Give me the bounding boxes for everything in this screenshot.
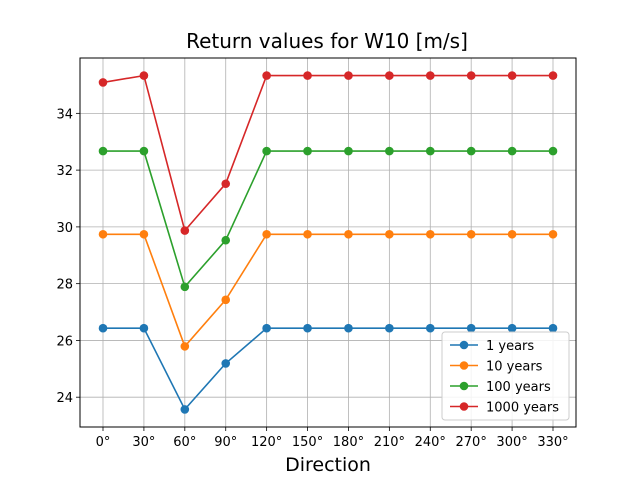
- data-point: [548, 71, 558, 80]
- y-tick-label: 24: [56, 391, 73, 406]
- data-point: [425, 229, 435, 239]
- legend-label: 1 years: [486, 339, 534, 354]
- data-point: [139, 323, 149, 333]
- data-point: [507, 229, 517, 239]
- x-tick-label: 300°: [496, 435, 527, 450]
- x-tick-label: 210°: [374, 435, 405, 450]
- series-100-years: [98, 146, 558, 292]
- data-point: [385, 71, 394, 80]
- legend: 1 years 10 years 100 years 1000 years: [441, 331, 570, 421]
- legend-swatch-marker: [459, 402, 469, 411]
- x-tick-label: 90°: [214, 435, 237, 450]
- chart-title: Return values for W10 [m/s]: [186, 29, 468, 53]
- series-group: [98, 71, 558, 414]
- data-point: [262, 146, 271, 156]
- data-point: [98, 78, 108, 87]
- data-point: [466, 146, 476, 156]
- data-point: [221, 179, 231, 189]
- data-point: [507, 71, 517, 80]
- data-point: [180, 226, 190, 235]
- axis-ticks: 0° 30° 60° 90° 120° 150° 180° 210° 240° 270° 300° 3…: [56, 107, 568, 450]
- legend-label: 100 years: [486, 380, 551, 395]
- legend-label: 1000 years: [486, 401, 559, 416]
- data-point: [425, 71, 435, 80]
- legend-label: 10 years: [486, 360, 543, 375]
- x-tick-label: 150°: [292, 435, 323, 450]
- data-point: [180, 405, 190, 414]
- data-point: [180, 342, 190, 351]
- data-point: [507, 146, 517, 156]
- data-point: [507, 323, 517, 333]
- y-tick-label: 26: [56, 334, 73, 349]
- x-tick-label: 120°: [251, 435, 282, 450]
- data-point: [98, 323, 108, 333]
- data-point: [344, 229, 353, 239]
- legend-swatch-marker: [459, 361, 469, 370]
- legend-swatch-marker: [459, 340, 469, 350]
- data-point: [303, 71, 312, 80]
- data-point: [385, 229, 394, 239]
- series-1-years: [98, 323, 558, 414]
- x-tick-label: 180°: [333, 435, 364, 450]
- data-point: [425, 323, 435, 333]
- series-line: [103, 150, 553, 289]
- data-point: [139, 71, 149, 80]
- x-tick-label: 270°: [456, 435, 487, 450]
- x-tick-label: 0°: [96, 435, 111, 450]
- data-point: [385, 146, 394, 156]
- data-point: [385, 323, 394, 333]
- data-point: [139, 229, 149, 239]
- x-tick-label: 60°: [173, 435, 196, 450]
- data-point: [425, 146, 435, 156]
- data-point: [303, 323, 312, 333]
- x-tick-label: 30°: [132, 435, 155, 450]
- data-point: [98, 229, 108, 239]
- y-tick-label: 28: [56, 278, 73, 293]
- data-point: [221, 235, 231, 245]
- data-point: [466, 229, 476, 239]
- x-tick-label: 240°: [415, 435, 446, 450]
- legend-swatch-marker: [459, 381, 469, 391]
- data-point: [180, 282, 190, 292]
- data-point: [262, 229, 271, 239]
- data-point: [344, 71, 353, 80]
- data-point: [262, 71, 271, 80]
- data-point: [466, 323, 476, 333]
- series-1000-years: [98, 71, 558, 235]
- data-point: [548, 229, 558, 239]
- legend-box: [441, 331, 570, 421]
- y-tick-label: 34: [56, 107, 73, 122]
- data-point: [303, 229, 312, 239]
- x-axis-label: Direction: [285, 454, 371, 476]
- data-point: [262, 323, 271, 333]
- series-10-years: [98, 229, 558, 351]
- series-line: [103, 327, 553, 411]
- data-point: [98, 146, 108, 156]
- data-point: [139, 146, 149, 156]
- data-point: [303, 146, 312, 156]
- series-line: [103, 233, 553, 348]
- x-tick-label: 330°: [537, 435, 568, 450]
- y-tick-label: 32: [56, 164, 73, 179]
- y-tick-label: 30: [56, 221, 73, 236]
- series-line: [102, 74, 553, 233]
- data-point: [221, 295, 231, 305]
- data-point: [344, 323, 353, 333]
- data-point: [466, 71, 476, 80]
- data-point: [344, 146, 353, 156]
- data-point: [221, 359, 231, 368]
- data-point: [548, 146, 558, 156]
- data-point: [548, 323, 558, 333]
- plot-frame: [79, 57, 577, 428]
